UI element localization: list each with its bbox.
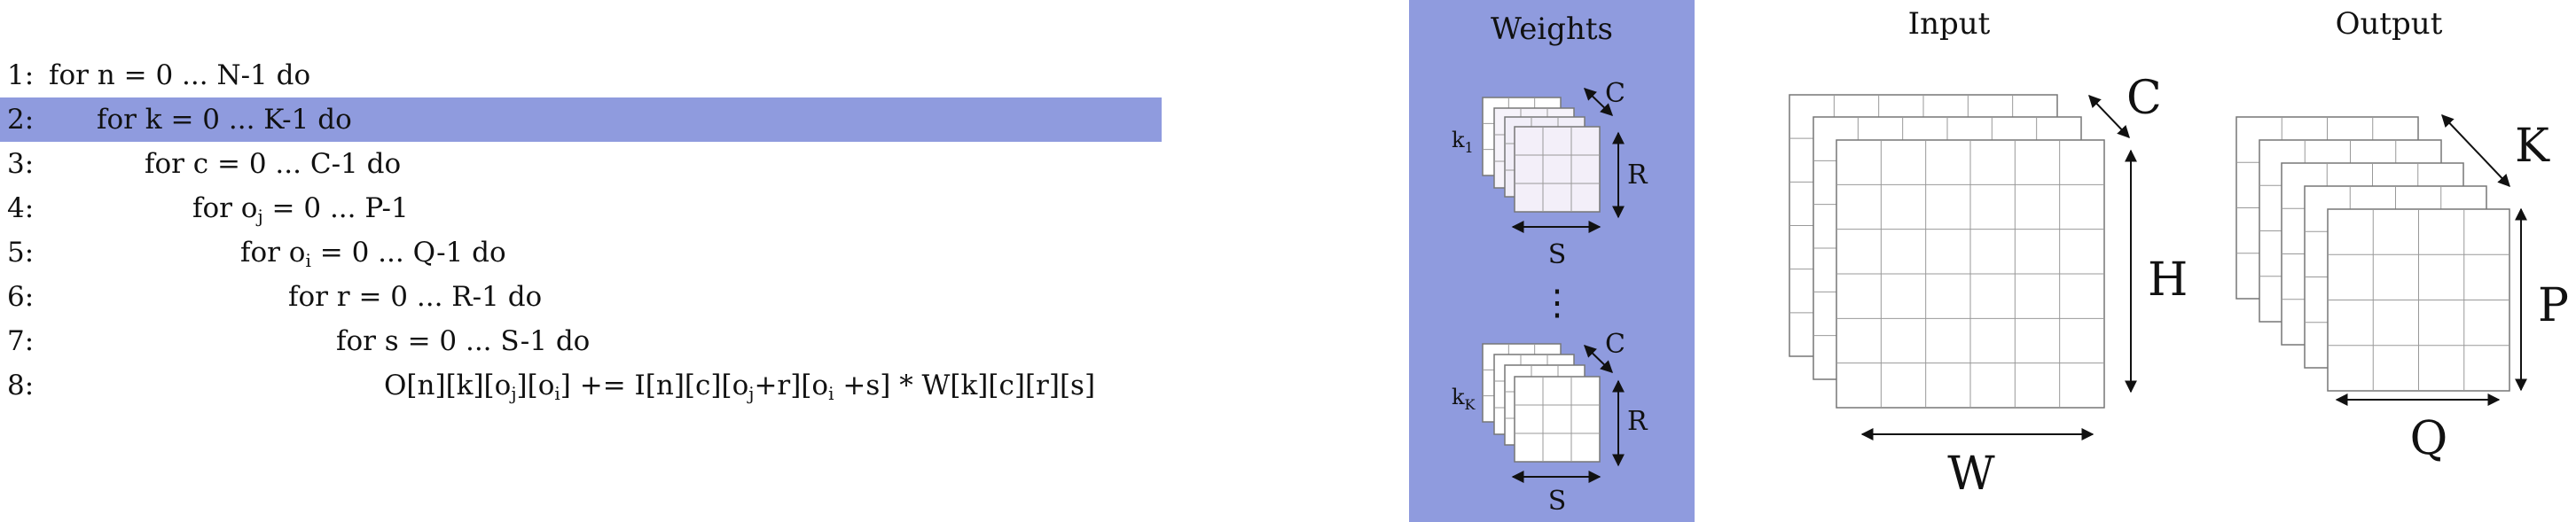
kernel-1-channel <box>1515 127 1600 212</box>
output-title: Output <box>2336 6 2443 42</box>
input-c-label: C <box>2126 72 2162 125</box>
input-w-label: W <box>1947 448 1995 501</box>
input-c-arrow <box>2089 96 2129 137</box>
kernel-1-r-label: R <box>1627 160 1648 191</box>
kernel-1-stack: k1 C R S <box>1452 78 1648 270</box>
kernel-1-s-label: S <box>1548 239 1567 270</box>
kernel-k-c-label: C <box>1605 329 1625 360</box>
kernel-k-label: kK <box>1452 385 1476 413</box>
output-k-label: K <box>2515 120 2550 173</box>
kernel-1-c-label: C <box>1605 78 1625 109</box>
output-p-label: P <box>2538 279 2569 332</box>
output-channel <box>2328 209 2509 391</box>
input-title: Input <box>1908 6 1991 42</box>
kernel-k-stack: kK C R S <box>1452 329 1648 517</box>
output-tensor-stack <box>2236 117 2509 391</box>
weights-title: Weights <box>1491 12 1613 47</box>
kernel-k-s-label: S <box>1548 486 1567 517</box>
input-h-label: H <box>2148 253 2188 307</box>
kernel-k-channel <box>1515 377 1600 462</box>
kernel-1-label: k1 <box>1452 128 1474 156</box>
ellipsis-vertical: ⋮ <box>1539 283 1575 323</box>
input-channel <box>1836 140 2104 408</box>
output-q-label: Q <box>2410 412 2448 465</box>
input-tensor-stack <box>1789 95 2104 408</box>
kernel-k-r-label: R <box>1627 406 1648 437</box>
